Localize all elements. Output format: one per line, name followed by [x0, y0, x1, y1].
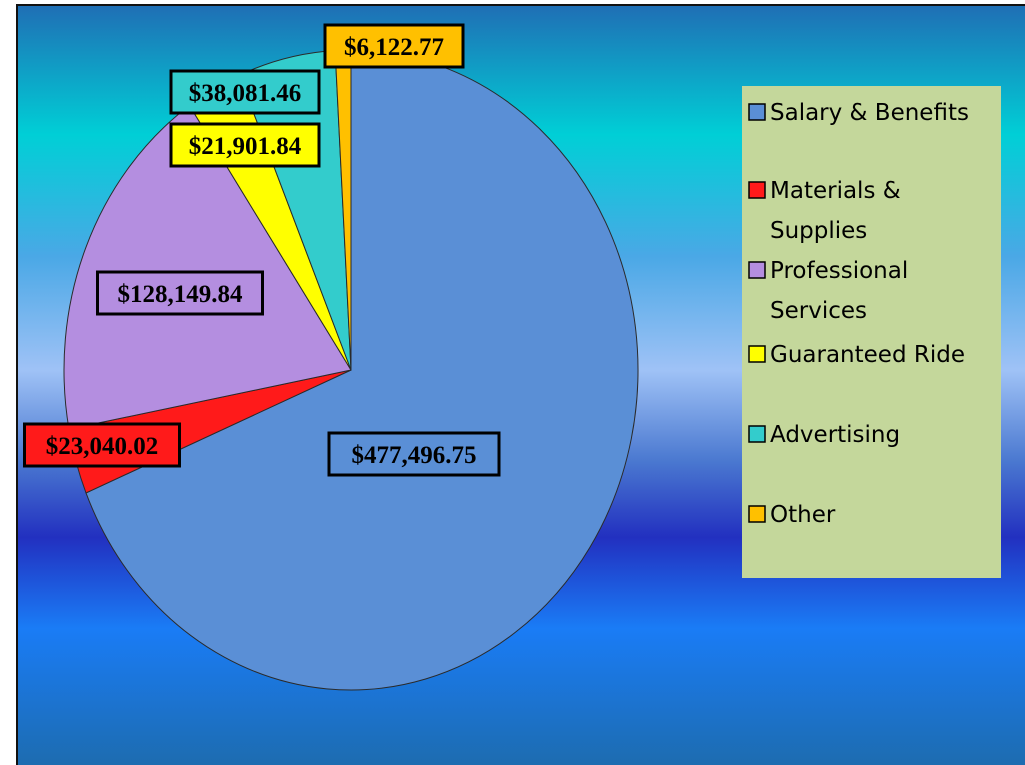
data-label-box — [327, 431, 501, 477]
legend-swatch — [748, 505, 766, 523]
data-label-box — [169, 122, 321, 168]
data-label-value: $128,149.84 — [118, 281, 244, 308]
data-label-box — [96, 270, 264, 316]
data-label-box — [323, 23, 465, 69]
data-label-guaranteed-ride: $21,901.84 — [169, 122, 321, 168]
legend-item-guaranteed-ride: Guaranteed Ride — [748, 342, 965, 368]
chart-frame — [16, 4, 1025, 765]
legend-item-other: Other — [748, 502, 836, 528]
data-label-value: $23,040.02 — [46, 433, 159, 460]
pie-slice-professional-services — [63, 104, 352, 430]
data-label-salary-and-benefits: $477,496.75 — [327, 431, 501, 477]
legend-swatch — [748, 181, 766, 199]
data-label-value: $21,901.84 — [189, 133, 302, 160]
legend-item-advertising: Advertising — [748, 422, 900, 448]
legend-label: Other — [770, 502, 836, 528]
legend-swatch — [748, 261, 766, 279]
legend-label: Materials & — [770, 178, 901, 204]
data-label-professional-services: $128,149.84 — [96, 270, 264, 316]
legend-box — [742, 86, 1001, 578]
data-label-value: $477,496.75 — [352, 442, 477, 469]
legend-label: Professional — [770, 258, 908, 284]
data-label-other: $6,122.77 — [323, 23, 465, 69]
data-label-value: $38,081.46 — [189, 80, 302, 107]
pie-slice-salary-and-benefits — [85, 49, 639, 691]
data-label-advertising: $38,081.46 — [169, 69, 321, 115]
legend-item-materials-and-supplies: Materials & Supplies — [748, 178, 901, 244]
data-label-box — [23, 422, 181, 468]
legend-swatch — [748, 425, 766, 443]
legend-label: Advertising — [770, 422, 900, 448]
data-label-materials-and-supplies: $23,040.02 — [23, 422, 181, 468]
legend-swatch — [748, 345, 766, 363]
legend-label: Supplies — [770, 218, 867, 244]
legend-label: Services — [770, 298, 867, 324]
data-label-box — [169, 69, 321, 115]
legend-label: Guaranteed Ride — [770, 342, 965, 368]
legend-item-salary-and-benefits: Salary & Benefits — [748, 100, 969, 126]
legend-item-professional-services: Professional Services — [748, 258, 908, 324]
legend-label: Salary & Benefits — [770, 100, 969, 126]
data-label-value: $6,122.77 — [344, 34, 444, 61]
legend-swatch — [748, 103, 766, 121]
